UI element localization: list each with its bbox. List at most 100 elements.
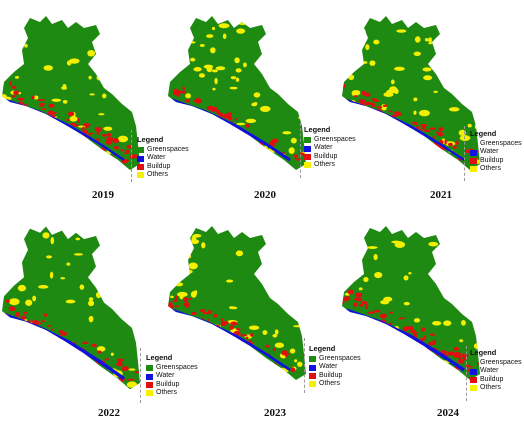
legend-swatch — [470, 360, 477, 367]
legend-divider — [304, 338, 305, 393]
legend-label: Greenspaces — [156, 364, 198, 372]
legend-item-others: Others — [146, 389, 198, 397]
map-panel-2024: Legend Greenspaces Water Buildup Others 2024 — [340, 218, 522, 423]
legend-swatch — [470, 368, 477, 375]
legend-swatch — [146, 381, 153, 388]
greenspace-area — [2, 16, 140, 170]
legend-item-greenspaces: Greenspaces — [146, 364, 198, 372]
legend-swatch — [304, 153, 311, 160]
legend-label: Buildup — [480, 375, 504, 383]
legend-swatch — [309, 372, 316, 379]
legend-title: Legend — [309, 344, 336, 353]
legend-item-water: Water — [309, 363, 361, 371]
legend-divider — [140, 348, 141, 403]
legend-label: Others — [319, 379, 341, 387]
legend-item-greenspaces: Greenspaces — [304, 136, 356, 144]
map-legend: Legend Greenspaces Water Buildup Others — [146, 353, 198, 397]
legend-item-buildup: Buildup — [470, 157, 522, 165]
legend-label: Water — [480, 367, 499, 375]
legend-title: Legend — [146, 353, 173, 362]
legend-divider — [464, 126, 465, 181]
land-cover-map-2019 — [2, 16, 140, 170]
legend-label: Others — [480, 164, 502, 172]
legend-label: Buildup — [480, 156, 504, 164]
legend-item-water: Water — [137, 154, 189, 162]
legend-label: Buildup — [156, 380, 180, 388]
year-label: 2019 — [92, 189, 114, 201]
legend-label: Water — [314, 144, 333, 152]
legend-swatch — [470, 141, 477, 148]
legend-item-others: Others — [137, 171, 189, 179]
legend-swatch — [137, 171, 144, 178]
legend-item-greenspaces: Greenspaces — [470, 140, 522, 148]
legend-label: Water — [156, 372, 175, 380]
greenspace-area — [168, 16, 306, 170]
legend-swatch — [470, 157, 477, 164]
greenspace-area — [342, 16, 480, 170]
legend-swatch — [470, 376, 477, 383]
map-legend: Legend Greenspaces Water Buildup Others — [470, 129, 522, 173]
map-legend: Legend Greenspaces Water Buildup Others — [309, 344, 361, 388]
greenspace-area — [2, 226, 140, 390]
legend-item-buildup: Buildup — [146, 381, 198, 389]
legend-swatch — [304, 137, 311, 144]
legend-divider — [300, 123, 301, 178]
legend-title: Legend — [304, 125, 331, 134]
year-label: 2022 — [98, 407, 120, 419]
legend-item-others: Others — [470, 384, 522, 392]
legend-item-water: Water — [470, 367, 522, 375]
map-panel-2021: Legend Greenspaces Water Buildup Others 2021 — [340, 8, 522, 213]
legend-label: Others — [147, 170, 169, 178]
legend-title: Legend — [470, 348, 497, 357]
legend-label: Others — [314, 160, 336, 168]
land-cover-map-2020 — [168, 16, 306, 170]
greenspace-area — [342, 226, 480, 380]
legend-swatch — [146, 389, 153, 396]
legend-swatch — [309, 356, 316, 363]
legend-swatch — [470, 149, 477, 156]
land-cover-map-2022 — [2, 226, 140, 390]
legend-divider — [131, 130, 132, 182]
year-label: 2021 — [430, 189, 452, 201]
year-label: 2024 — [437, 407, 459, 419]
legend-label: Buildup — [147, 162, 171, 170]
legend-title: Legend — [137, 135, 164, 144]
legend-swatch — [470, 165, 477, 172]
map-legend: Legend Greenspaces Water Buildup Others — [470, 348, 522, 392]
legend-item-greenspaces: Greenspaces — [137, 146, 189, 154]
legend-item-buildup: Buildup — [304, 153, 356, 161]
legend-label: Others — [480, 383, 502, 391]
map-panel-2019: Legend Greenspaces Water Buildup Others 2019 — [0, 8, 189, 213]
map-legend: Legend Greenspaces Water Buildup Others — [137, 135, 189, 179]
year-label: 2020 — [254, 189, 276, 201]
map-panel-2022: Legend Greenspaces Water Buildup Others 2022 — [0, 218, 198, 423]
legend-swatch — [304, 161, 311, 168]
legend-item-water: Water — [146, 372, 198, 380]
year-label: 2023 — [264, 407, 286, 419]
map-panel-2023: Legend Greenspaces Water Buildup Others 2023 — [166, 218, 361, 423]
legend-label: Buildup — [314, 152, 338, 160]
legend-item-buildup: Buildup — [309, 372, 361, 380]
legend-label: Greenspaces — [319, 355, 361, 363]
legend-item-buildup: Buildup — [137, 163, 189, 171]
legend-label: Water — [147, 154, 166, 162]
legend-swatch — [146, 373, 153, 380]
land-cover-map-2021 — [342, 16, 480, 170]
legend-swatch — [309, 364, 316, 371]
legend-swatch — [137, 155, 144, 162]
legend-swatch — [137, 163, 144, 170]
legend-swatch — [309, 380, 316, 387]
legend-label: Buildup — [319, 371, 343, 379]
legend-item-others: Others — [470, 165, 522, 173]
legend-swatch — [146, 365, 153, 372]
legend-label: Water — [319, 363, 338, 371]
legend-item-greenspaces: Greenspaces — [309, 355, 361, 363]
legend-swatch — [137, 147, 144, 154]
legend-label: Greenspaces — [314, 136, 356, 144]
legend-label: Greenspaces — [147, 146, 189, 154]
legend-swatch — [470, 384, 477, 391]
legend-item-greenspaces: Greenspaces — [470, 359, 522, 367]
legend-item-others: Others — [309, 380, 361, 388]
legend-item-others: Others — [304, 161, 356, 169]
map-panel-2020: Legend Greenspaces Water Buildup Others 2020 — [166, 8, 356, 213]
